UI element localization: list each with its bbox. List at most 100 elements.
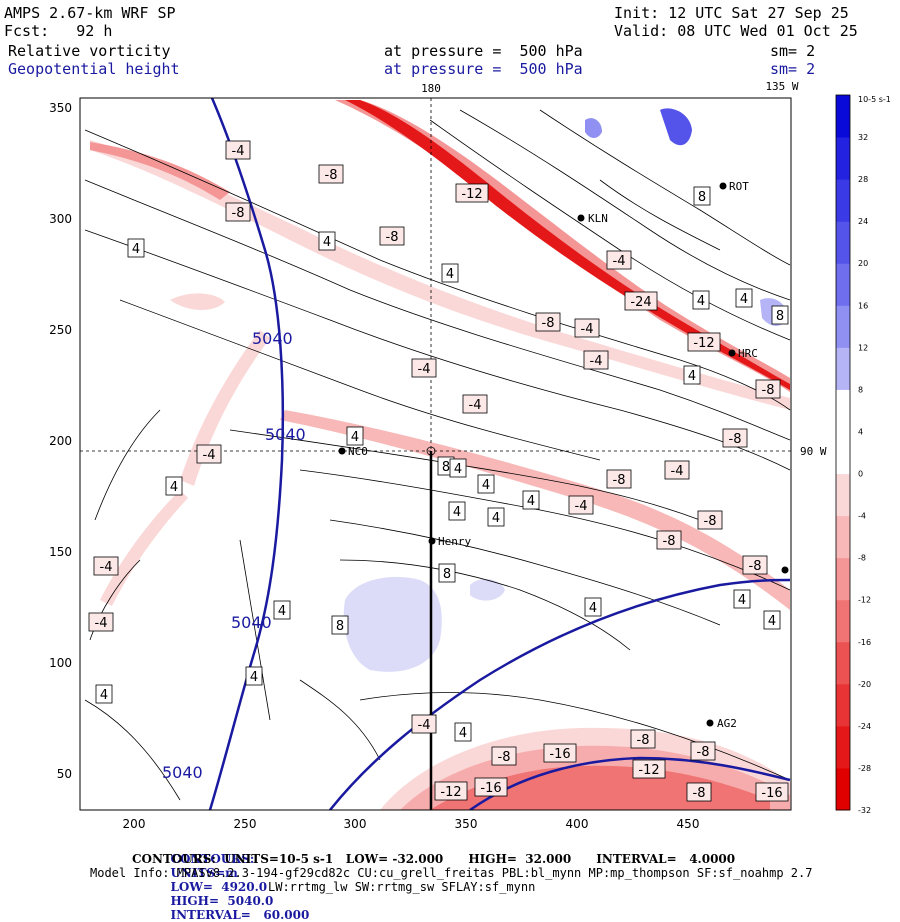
vorticity-label-box	[441, 263, 459, 283]
colorbar-swatch	[836, 515, 850, 559]
colorbar-swatch	[836, 221, 850, 264]
vorticity-label-box	[331, 615, 349, 635]
colorbar-swatch	[836, 347, 850, 390]
vorticity-label-box	[735, 288, 753, 308]
footer-units: UNITS=m	[170, 866, 238, 880]
vorticity-label-box	[165, 476, 183, 496]
vorticity-label: -4	[469, 398, 482, 413]
height-label: 5040	[231, 613, 272, 632]
vorticity-label: 4	[446, 267, 454, 282]
map-frame	[79, 97, 792, 811]
vorticity-label-box	[448, 501, 466, 521]
x-tick-250: 250	[234, 817, 257, 831]
vorticity-label: 4	[132, 242, 140, 257]
y-tick-100: 100	[49, 656, 72, 670]
colorbar-swatch	[836, 389, 850, 432]
colorbar-label: 28	[858, 175, 868, 184]
vorticity-label-box	[583, 350, 609, 370]
colorbar-swatch	[836, 767, 850, 811]
vorticity-label-box	[690, 741, 716, 761]
station-henry-label: Henry	[438, 535, 471, 548]
vorticity-label: -4	[95, 616, 108, 631]
vorticity-label-box	[411, 714, 437, 734]
vorticity-label: 4	[740, 292, 748, 307]
vorticity-label: 8	[443, 567, 451, 582]
vorticity-label: -8	[613, 473, 626, 488]
vorticity-label-box	[632, 759, 666, 779]
vorticity-label-box	[225, 202, 251, 222]
vorticity-label-box	[755, 379, 781, 399]
vorticity-label-box	[411, 358, 437, 378]
colorbar-label: 20	[858, 259, 868, 268]
vorticity-label: -4	[671, 464, 684, 479]
colorbar-frame	[835, 94, 851, 811]
colorbar-label: -28	[858, 764, 871, 773]
vorticity-label-box	[568, 495, 594, 515]
station-henry-marker	[428, 537, 436, 545]
vorticity-label: 8	[698, 190, 706, 205]
vorticity-label: -16	[549, 747, 570, 762]
colorbar-swatch	[836, 641, 850, 685]
vorticity-label: -4	[581, 322, 594, 337]
vorticity-label: 8	[442, 460, 450, 475]
colorbar-label: 8	[858, 385, 863, 394]
vorticity-label: 4	[323, 235, 331, 250]
footer-interval: INTERVAL= 60.000	[170, 908, 310, 922]
colorbar-swatch	[836, 263, 850, 306]
colorbar-swatch	[836, 137, 850, 180]
vorticity-label-box	[318, 231, 336, 251]
vorticity-label-box	[722, 428, 748, 448]
vorticity-label: -8	[498, 750, 511, 765]
sm2-label: sm= 2	[770, 60, 816, 78]
vorticity-label: -12	[693, 336, 714, 351]
vorticity-label-box	[733, 589, 751, 609]
colorbar-label: -4	[858, 512, 866, 521]
vorticity-label-box	[455, 183, 489, 203]
model-title: AMPS 2.67-km WRF SP	[4, 4, 176, 22]
vorticity-label: -4	[203, 448, 216, 463]
vorticity-label-box	[196, 444, 222, 464]
station-edge-marker	[781, 566, 789, 574]
vorticity-label: 4	[492, 511, 500, 526]
sm1-label: sm= 2	[770, 42, 816, 60]
vorticity-label: -12	[638, 763, 659, 778]
colorbar-label: 16	[858, 301, 868, 310]
footer-high: HIGH= 5040.0	[170, 894, 274, 908]
vorticity-label: 8	[336, 619, 344, 634]
vorticity-label: 4	[697, 294, 705, 309]
vorticity-label-box	[449, 458, 467, 478]
colorbar-label: -8	[858, 554, 866, 563]
vorticity-label: -8	[693, 786, 706, 801]
vorticity-label: -8	[325, 168, 338, 183]
vorticity-label-box	[664, 460, 690, 480]
y-tick-300: 300	[49, 212, 72, 226]
vorticity-label-box	[742, 555, 768, 575]
colorbar-label: -16	[858, 638, 871, 647]
vorticity-label-box	[318, 164, 344, 184]
vorticity-label-box	[535, 312, 561, 332]
vorticity-label: -16	[761, 786, 782, 801]
station-kln-marker	[577, 214, 585, 222]
vorticity-label: 4	[250, 670, 258, 685]
colorbar-label: -32	[858, 806, 871, 815]
vorticity-label-box	[477, 474, 495, 494]
colorbar-swatch	[836, 95, 850, 138]
footer-contours-label: CONTOURS:	[170, 852, 255, 866]
station-hrc-marker	[728, 349, 736, 357]
x-tick-450: 450	[677, 817, 700, 831]
vorticity-label-box	[686, 782, 712, 802]
vorticity-contours	[84, 109, 791, 801]
vorticity-label-box	[693, 186, 711, 206]
lon-label-90w: 90 W	[800, 445, 827, 458]
vorticity-label-box	[346, 426, 364, 446]
vorticity-label-box	[606, 250, 632, 270]
vorticity-label: -8	[749, 559, 762, 574]
vorticity-label-box	[93, 556, 119, 576]
height-label: 5040	[162, 763, 203, 782]
vorticity-label: -8	[704, 514, 717, 529]
pressure2-label: at pressure = 500 hPa	[384, 60, 583, 78]
station-ag2-label: AG2	[717, 717, 737, 730]
vorticity-label-box	[771, 305, 789, 325]
x-tick-200: 200	[123, 817, 146, 831]
